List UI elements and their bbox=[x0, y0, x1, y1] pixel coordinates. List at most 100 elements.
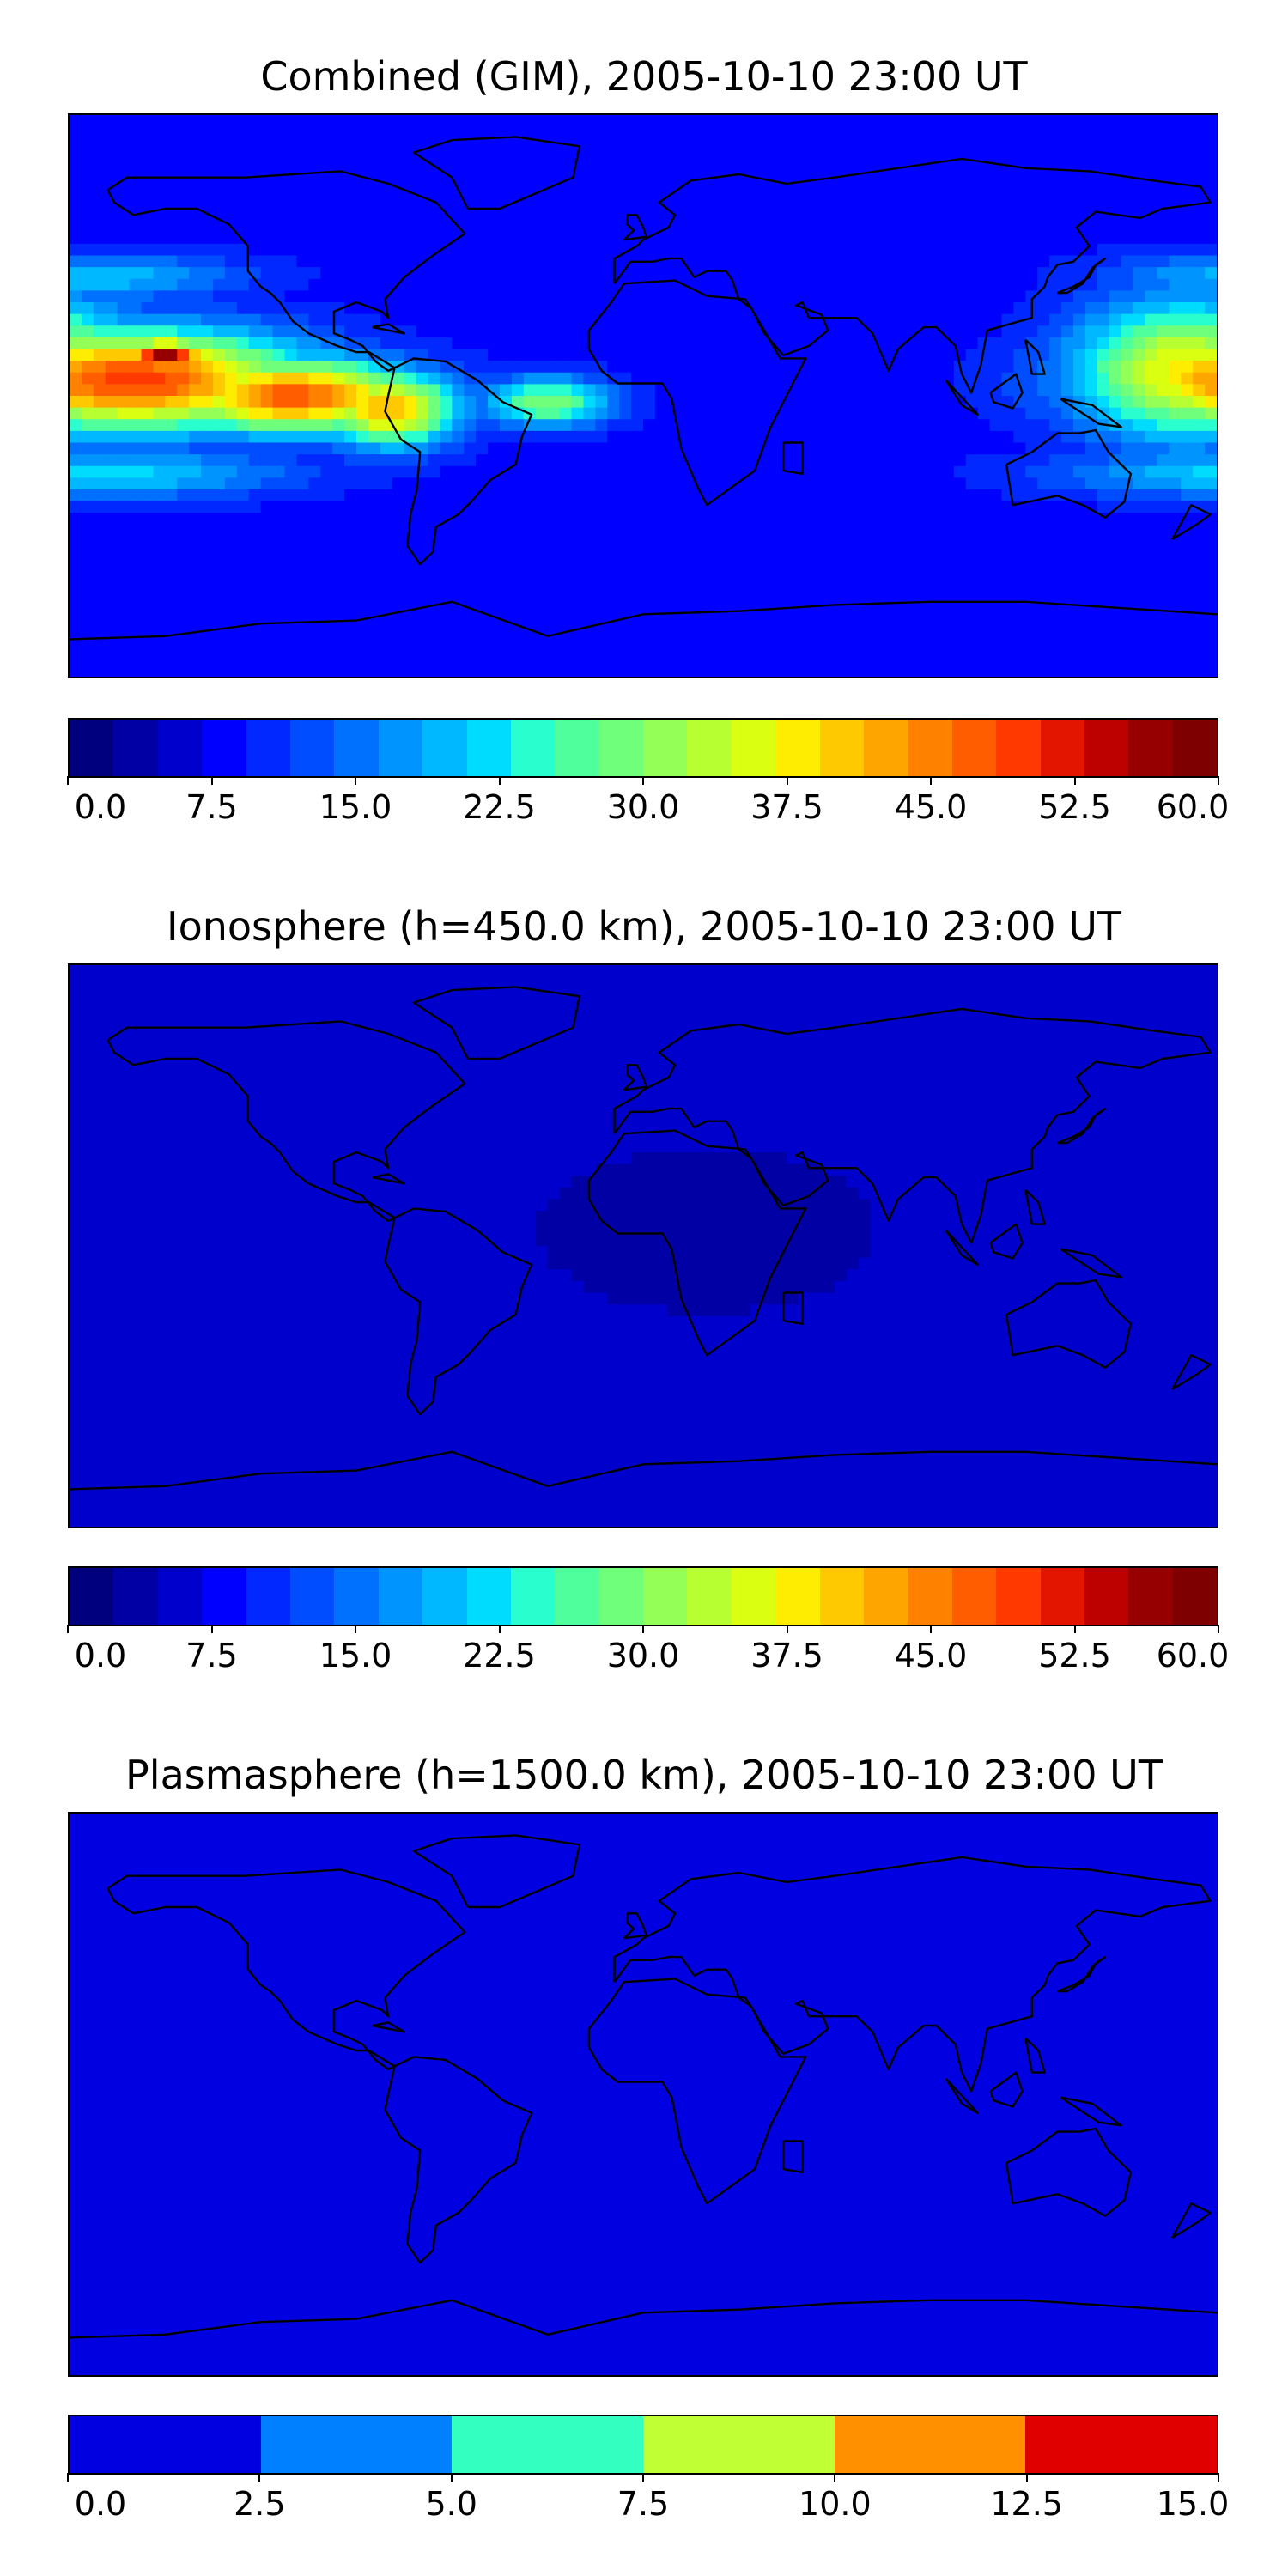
field-cell bbox=[787, 232, 799, 245]
field-cell bbox=[619, 606, 632, 619]
field-cell bbox=[1169, 477, 1182, 490]
field-cell bbox=[1037, 594, 1050, 607]
field-cell bbox=[654, 313, 668, 326]
field-cell bbox=[476, 243, 489, 257]
field-cell bbox=[129, 361, 143, 374]
field-cell bbox=[70, 407, 82, 420]
field-cell bbox=[356, 501, 369, 513]
field-cell bbox=[619, 407, 632, 420]
field-cell bbox=[750, 617, 763, 631]
field-cell bbox=[236, 976, 250, 989]
field-cell bbox=[213, 407, 226, 420]
field-cell bbox=[834, 161, 848, 174]
field-cell bbox=[428, 583, 441, 596]
field-cell bbox=[272, 606, 286, 619]
field-cell bbox=[440, 976, 453, 989]
field-cell bbox=[476, 126, 489, 139]
field-cell bbox=[1157, 524, 1170, 538]
field-cell bbox=[1097, 209, 1110, 222]
field-cell bbox=[129, 302, 143, 315]
field-cell bbox=[1109, 430, 1122, 444]
field-cell bbox=[177, 653, 190, 665]
field-cell bbox=[1169, 513, 1182, 526]
field-cell bbox=[81, 255, 94, 268]
field-cell bbox=[858, 976, 872, 989]
field-cell bbox=[464, 513, 477, 526]
field-cell bbox=[1205, 442, 1217, 455]
field-cell bbox=[81, 594, 94, 607]
field-cell bbox=[308, 465, 321, 478]
field-cell bbox=[834, 606, 848, 619]
field-cell bbox=[846, 454, 860, 467]
field-cell bbox=[787, 617, 799, 631]
field-cell bbox=[308, 290, 321, 303]
field-cell bbox=[666, 617, 680, 631]
field-cell bbox=[726, 115, 739, 128]
field-cell bbox=[571, 349, 585, 361]
field-cell bbox=[105, 988, 118, 1001]
field-cell bbox=[643, 477, 656, 490]
field-cell bbox=[1037, 513, 1050, 526]
field-cell bbox=[81, 454, 94, 467]
field-cell bbox=[344, 513, 357, 526]
field-cell bbox=[631, 384, 644, 397]
field-cell bbox=[284, 302, 298, 315]
field-cell bbox=[392, 396, 405, 409]
field-cell bbox=[595, 220, 608, 233]
field-cell bbox=[452, 571, 465, 584]
field-cell bbox=[308, 313, 321, 326]
field-cell bbox=[1073, 606, 1086, 619]
field-cell bbox=[189, 115, 202, 128]
field-cell bbox=[1061, 161, 1074, 174]
field-cell bbox=[308, 988, 321, 1001]
field-cell bbox=[272, 337, 286, 350]
field-cell bbox=[930, 988, 943, 1001]
field-cell bbox=[989, 209, 1003, 222]
colorbar-tick-mark bbox=[642, 776, 644, 785]
field-cell bbox=[308, 278, 321, 291]
field-cell bbox=[834, 313, 848, 326]
field-cell bbox=[153, 559, 166, 572]
field-cell bbox=[500, 243, 513, 257]
field-cell bbox=[464, 489, 477, 502]
field-cell bbox=[368, 361, 381, 374]
field-cell bbox=[511, 653, 525, 665]
field-cell bbox=[153, 653, 166, 665]
field-cell bbox=[775, 115, 787, 128]
field-cell bbox=[488, 220, 501, 233]
field-cell bbox=[476, 185, 489, 197]
field-cell bbox=[416, 337, 429, 350]
field-cell bbox=[1049, 965, 1062, 978]
field-cell bbox=[965, 126, 979, 139]
field-cell bbox=[523, 629, 537, 642]
field-cell bbox=[296, 185, 309, 197]
field-cell bbox=[129, 149, 143, 163]
field-cell bbox=[416, 594, 429, 607]
field-cell bbox=[1205, 302, 1217, 315]
field-cell bbox=[523, 583, 537, 596]
field-cell bbox=[1037, 337, 1050, 350]
field-cell bbox=[930, 536, 943, 549]
field-cell bbox=[1133, 173, 1146, 186]
field-cell bbox=[1133, 197, 1146, 210]
field-cell bbox=[1025, 513, 1038, 526]
field-cell bbox=[260, 220, 274, 233]
field-cell bbox=[224, 583, 238, 596]
field-cell bbox=[583, 243, 596, 257]
field-cell bbox=[547, 442, 561, 455]
field-cell bbox=[750, 138, 763, 151]
field-cell bbox=[70, 501, 82, 513]
field-cell bbox=[559, 243, 573, 257]
field-cell bbox=[607, 384, 620, 397]
field-cell bbox=[690, 583, 704, 596]
field-cell bbox=[272, 209, 286, 222]
field-cell bbox=[153, 617, 166, 631]
field-cell bbox=[930, 513, 943, 526]
field-cell bbox=[332, 465, 345, 478]
field-cell bbox=[201, 513, 214, 526]
field-cell bbox=[356, 361, 369, 374]
field-cell bbox=[690, 126, 704, 139]
field-cell bbox=[488, 524, 501, 538]
field-cell bbox=[272, 243, 286, 257]
field-cell bbox=[810, 513, 823, 526]
